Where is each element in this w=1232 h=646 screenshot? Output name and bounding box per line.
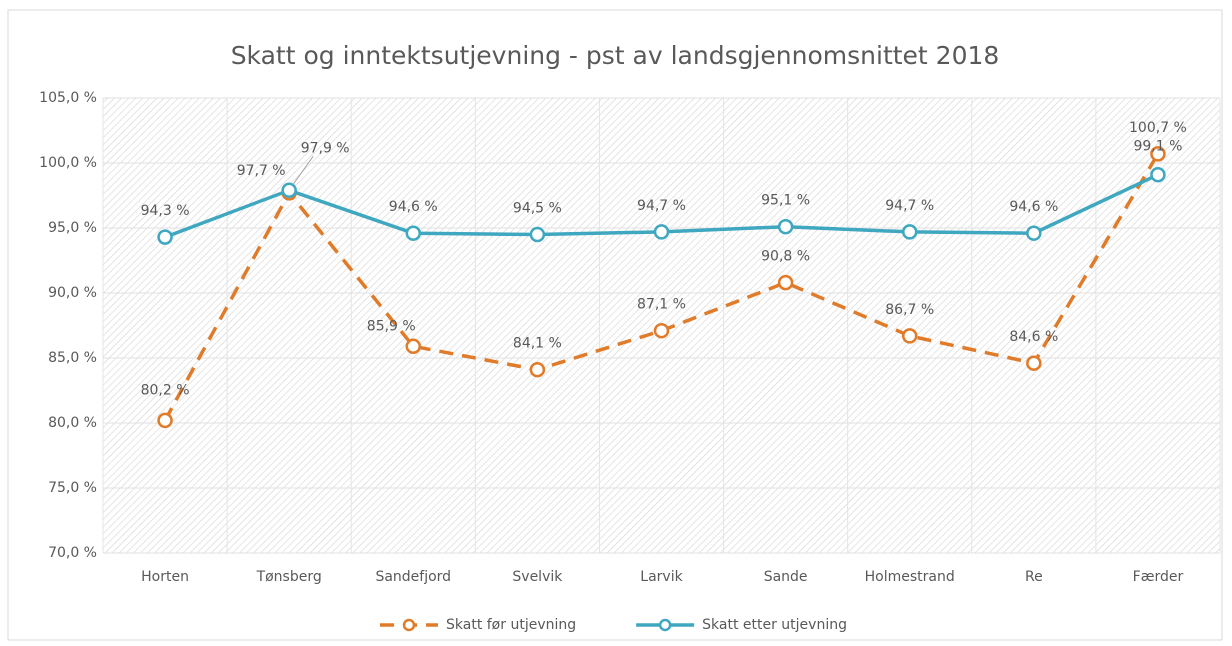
data-point xyxy=(405,338,422,355)
value-label: 85,9 % xyxy=(367,318,416,334)
value-label: 99,1 % xyxy=(1133,139,1182,155)
data-point xyxy=(901,328,918,344)
y-tick-label: 95,0 % xyxy=(48,220,97,236)
data-point xyxy=(777,274,794,291)
x-tick-label: Larvik xyxy=(640,569,683,585)
data-point xyxy=(281,182,297,199)
legend-marker xyxy=(402,618,416,632)
data-point xyxy=(157,229,173,245)
legend-label: Skatt etter utjevning xyxy=(702,617,847,633)
legend-marker xyxy=(658,618,672,632)
value-label: 94,6 % xyxy=(389,199,438,215)
value-label: 94,7 % xyxy=(885,198,934,214)
x-tick-label: Svelvik xyxy=(512,569,563,585)
data-point xyxy=(1026,225,1042,241)
data-point xyxy=(529,361,546,378)
value-label: 95,1 % xyxy=(761,193,810,209)
leader-line xyxy=(292,156,314,185)
y-tick-label: 100,0 % xyxy=(39,155,97,171)
value-label: 97,9 % xyxy=(301,140,350,156)
value-label: 94,7 % xyxy=(637,198,686,214)
value-label: 94,5 % xyxy=(513,201,562,217)
y-tick-label: 70,0 % xyxy=(48,545,97,561)
data-point xyxy=(1150,146,1166,162)
legend-label: Skatt før utjevning xyxy=(446,617,576,633)
value-label: 94,6 % xyxy=(1009,199,1058,215)
value-label: 80,2 % xyxy=(141,382,190,398)
data-point xyxy=(1026,355,1042,371)
y-tick-label: 90,0 % xyxy=(48,285,97,301)
value-label: 97,7 % xyxy=(237,163,286,179)
data-point xyxy=(653,322,670,339)
x-tick-label: Sande xyxy=(764,569,808,585)
value-label: 100,7 % xyxy=(1129,120,1187,136)
x-tick-label: Færder xyxy=(1133,569,1184,585)
data-point xyxy=(1150,166,1166,183)
series-line xyxy=(163,153,1160,422)
value-label: 84,6 % xyxy=(1009,329,1058,345)
x-tick-label: Horten xyxy=(141,569,189,585)
value-label: 94,3 % xyxy=(141,203,190,219)
x-tick-label: Holmestrand xyxy=(865,569,955,585)
y-tick-label: 75,0 % xyxy=(48,480,97,496)
data-point xyxy=(529,226,546,243)
chart-title: Skatt og inntektsutjevning - pst av land… xyxy=(231,41,1000,70)
y-tick-label: 105,0 % xyxy=(39,90,97,106)
y-tick-label: 85,0 % xyxy=(48,350,97,366)
y-tick-label: 80,0 % xyxy=(48,415,97,431)
data-point xyxy=(157,412,173,429)
value-label: 84,1 % xyxy=(513,336,562,352)
data-point xyxy=(901,224,918,240)
x-tick-label: Re xyxy=(1025,569,1043,585)
data-point xyxy=(777,218,794,235)
data-point xyxy=(653,224,670,240)
data-point xyxy=(405,225,422,241)
x-tick-label: Tønsberg xyxy=(256,569,322,585)
x-tick-label: Sandefjord xyxy=(375,569,451,585)
value-label: 90,8 % xyxy=(761,249,810,265)
value-label: 86,7 % xyxy=(885,302,934,318)
value-label: 87,1 % xyxy=(637,297,686,313)
